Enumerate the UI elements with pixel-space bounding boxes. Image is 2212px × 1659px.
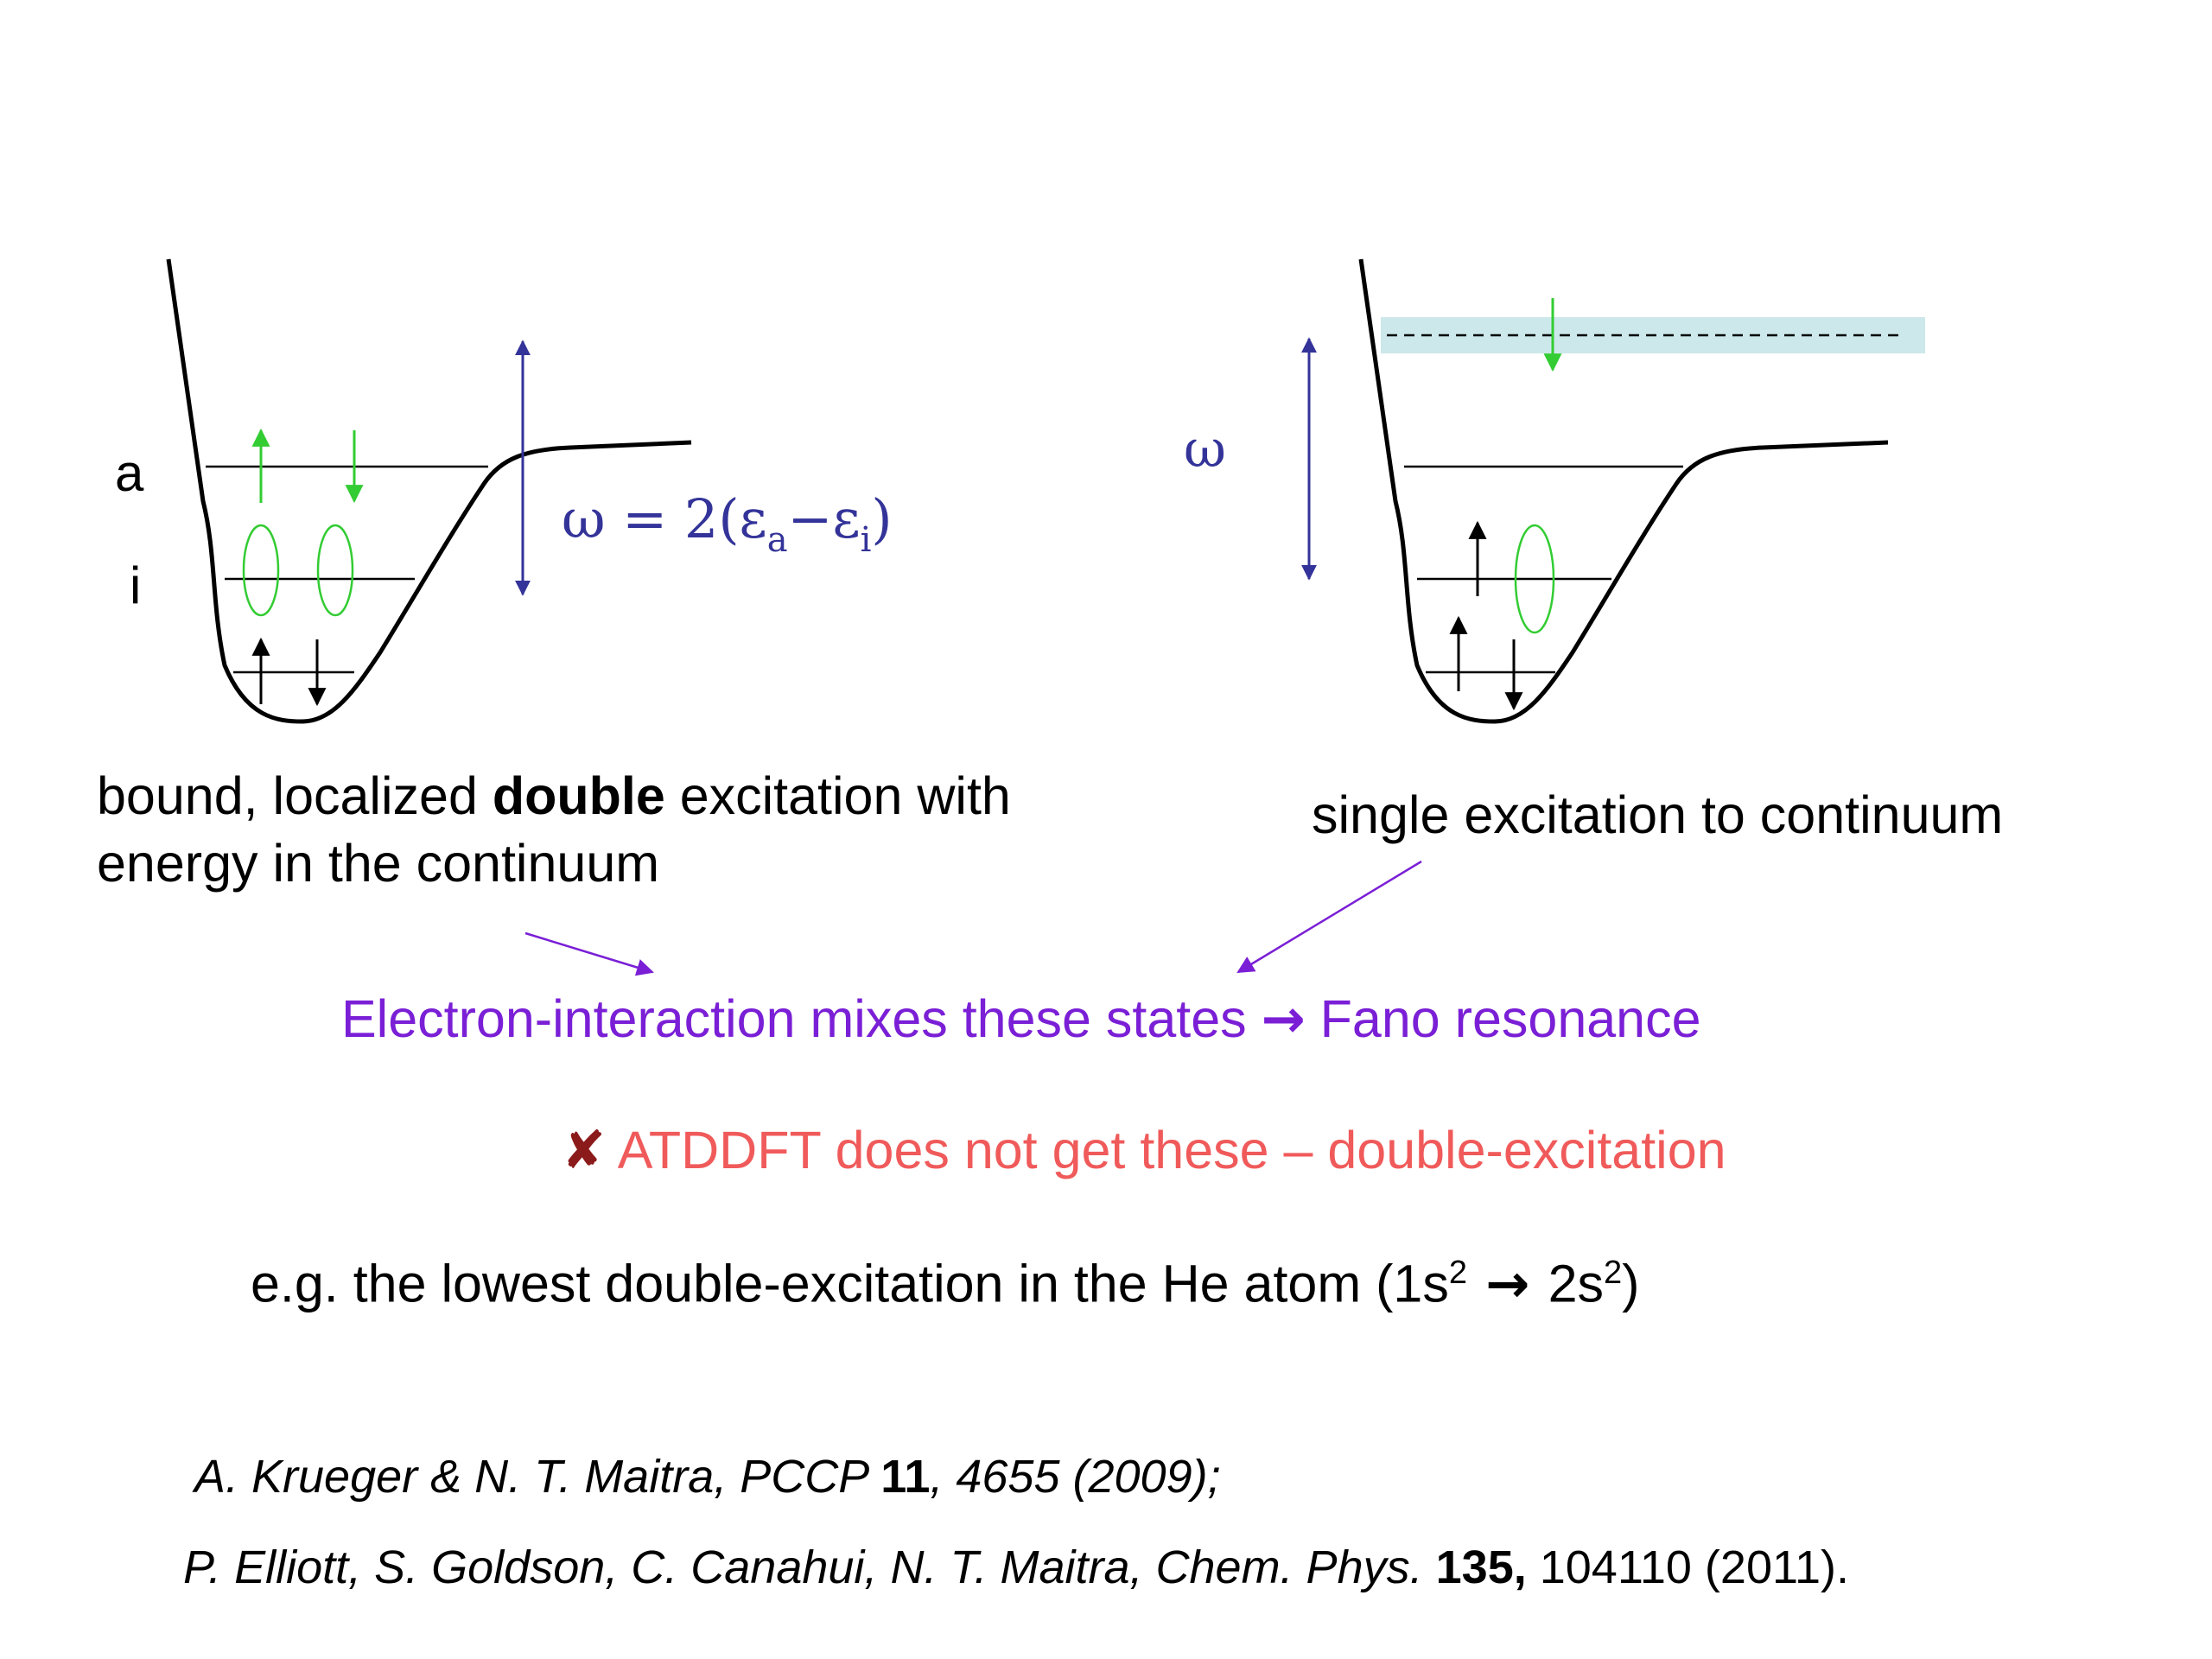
left-caption-line1: bound, localized double excitation with [97, 762, 1011, 830]
ref1-post: , 4655 (2009); [930, 1451, 1221, 1503]
left-caption: bound, localized double excitation with … [97, 762, 1011, 897]
he-example-arrow-icon: → [1466, 1253, 1548, 1315]
omega-eq-sub-i: i [861, 520, 872, 560]
right-hole-ellipse [1514, 524, 1555, 634]
mixing-statement: Electron-interaction mixes these states … [341, 985, 1701, 1053]
pointer-arrow-left [524, 931, 654, 976]
omega-eq-close: ) [871, 487, 892, 550]
he-example-sup1: 2 [1448, 1255, 1467, 1291]
atddft-text: ATDDFT does not get these – double-excit… [606, 1121, 1726, 1179]
pointer-arrow-right [1236, 860, 1422, 974]
he-example-sup2: 2 [1604, 1255, 1623, 1291]
left-caption-bold: double [492, 766, 665, 825]
left-hole-ellipse-2 [316, 524, 354, 617]
omega-equation: ω = 2(εa−εi) [562, 487, 893, 560]
omega-eq-sub-a: a [767, 520, 788, 560]
mixing-text-post: Fano resonance [1305, 989, 1701, 1048]
left-hole-ellipse-1 [242, 524, 280, 617]
level-i-label: i [130, 556, 141, 614]
reference-1: A. Krueger & N. T. Maitra, PCCP 11, 4655… [194, 1450, 1221, 1503]
left-caption-line2: energy in the continuum [97, 834, 660, 893]
x-mark-icon: ✘ [562, 1120, 607, 1181]
right-potential-well [1358, 258, 1889, 724]
omega-eq-minus: −ε [788, 487, 861, 550]
right-caption: single excitation to continuum [1312, 785, 2004, 844]
left-potential-well [166, 258, 692, 724]
left-potential-diagram: a i ω = 2(εa−εi) [115, 258, 893, 724]
he-example-close: ) [1622, 1254, 1640, 1313]
left-caption-post: excitation with [664, 766, 1011, 825]
right-potential-diagram: ω [1184, 258, 1925, 724]
right-omega-label: ω [1184, 419, 1226, 480]
ref1-pre: A. Krueger & N. T. Maitra, PCCP [194, 1451, 881, 1503]
he-example-pre: e.g. the lowest double-excitation in the… [251, 1254, 1449, 1313]
reference-2: P. Elliott, S. Goldson, C. Canahui, N. T… [183, 1541, 1849, 1594]
he-example-line: e.g. the lowest double-excitation in the… [251, 1239, 1639, 1318]
level-a-label: a [115, 444, 144, 502]
atddft-statement: ✘ ATDDFT does not get these – double-exc… [562, 1116, 1726, 1185]
omega-eq-main: ω = 2(ε [562, 487, 767, 550]
ref1-bold: 11 [880, 1451, 931, 1503]
ref2-post: 104110 (2011). [1526, 1541, 1850, 1593]
left-caption-pre: bound, localized [97, 766, 493, 825]
mixing-arrow-icon: → [1261, 988, 1306, 1050]
ref2-bold: 135, [1435, 1541, 1527, 1593]
he-example-mid: 2s [1548, 1254, 1604, 1313]
ref2-pre: P. Elliott, S. Goldson, C. Canahui, N. T… [183, 1541, 1436, 1593]
mixing-text-pre: Electron-interaction mixes these states [341, 989, 1262, 1048]
